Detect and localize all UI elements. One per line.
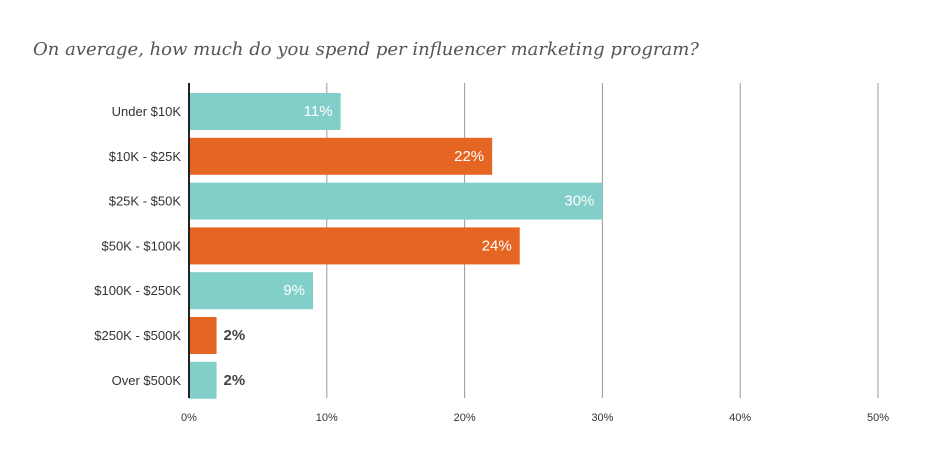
category-label-0: Under $10K xyxy=(112,104,182,119)
category-label-6: Over $500K xyxy=(112,373,182,388)
category-label-5: $250K - $500K xyxy=(94,328,181,343)
bar-4 xyxy=(189,272,314,310)
category-label-3: $50K - $100K xyxy=(101,238,181,253)
x-tick-label-50: 50% xyxy=(867,412,889,424)
bar-5 xyxy=(189,317,217,354)
data-label-4: 9% xyxy=(283,282,305,299)
data-label-0: 11% xyxy=(304,103,333,120)
category-label-1: $10K - $25K xyxy=(109,149,182,164)
x-tick-label-20: 20% xyxy=(454,412,476,424)
bar-3 xyxy=(189,227,520,265)
category-label-2: $25K - $50K xyxy=(109,194,182,209)
category-label-4: $100K - $250K xyxy=(94,283,181,298)
x-tick-label-10: 10% xyxy=(316,412,338,424)
bar-1 xyxy=(189,137,493,175)
bar-0 xyxy=(189,93,341,130)
chart-title: On average, how much do you spend per in… xyxy=(33,39,699,60)
bar-6 xyxy=(189,361,217,399)
data-label-6: 2% xyxy=(224,372,246,389)
data-label-2: 30% xyxy=(564,193,594,210)
x-tick-label-0: 0% xyxy=(181,412,197,424)
data-label-3: 24% xyxy=(482,237,512,254)
bar-2 xyxy=(189,182,603,220)
data-label-5: 2% xyxy=(224,327,246,344)
x-tick-label-40: 40% xyxy=(729,412,751,424)
data-label-1: 22% xyxy=(454,148,484,165)
x-tick-label-30: 30% xyxy=(591,412,613,424)
